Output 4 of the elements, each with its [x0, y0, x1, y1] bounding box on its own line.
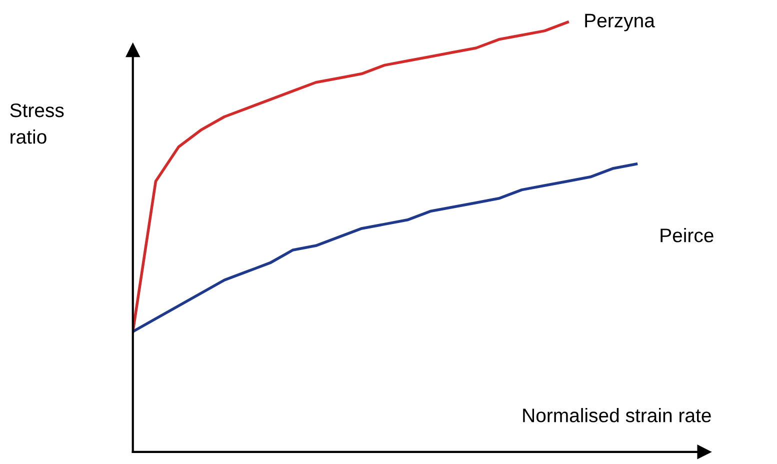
y-axis-title: Stress ratio [10, 103, 64, 144]
text: Peirce [660, 228, 714, 242]
x-axis-title: Normalised strain rate [523, 408, 711, 422]
series-label: Perzyna [585, 14, 655, 32]
